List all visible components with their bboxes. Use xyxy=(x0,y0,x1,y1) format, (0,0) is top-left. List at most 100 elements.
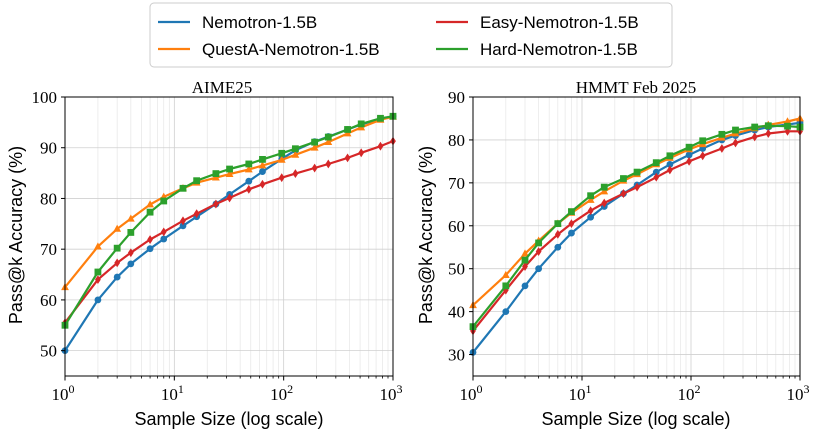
data-point xyxy=(278,173,285,183)
data-point xyxy=(586,195,595,203)
data-point xyxy=(377,141,384,151)
chart-title: AIME25 xyxy=(192,78,252,97)
series xyxy=(473,124,800,328)
series xyxy=(473,121,800,354)
series-markers xyxy=(62,136,396,328)
data-point xyxy=(325,159,332,169)
x-axis-label: Sample Size (log scale) xyxy=(134,409,323,429)
data-point xyxy=(554,243,562,251)
data-point xyxy=(244,165,253,173)
series-line xyxy=(65,115,393,352)
legend-label: Nemotron-1.5B xyxy=(202,13,317,32)
y-axis-label: Pass@k Accuracy (%) xyxy=(416,146,436,324)
data-point xyxy=(94,296,102,304)
data-point xyxy=(685,143,693,151)
data-point xyxy=(634,182,640,192)
data-point xyxy=(502,282,510,290)
data-point xyxy=(245,184,252,194)
series-line xyxy=(65,115,393,288)
data-point xyxy=(501,270,510,279)
data-point xyxy=(377,114,384,122)
series-line xyxy=(473,117,800,307)
series-line xyxy=(473,130,800,332)
series xyxy=(65,115,393,288)
data-point xyxy=(587,192,595,200)
y-tick-label: 30 xyxy=(448,346,465,365)
data-point xyxy=(685,151,693,159)
series-line xyxy=(65,140,393,324)
y-axis-label: Pass@k Accuracy (%) xyxy=(6,146,26,324)
y-tick-label: 80 xyxy=(448,131,465,150)
data-point xyxy=(502,308,510,316)
y-tick-label: 80 xyxy=(40,189,57,208)
legend-label: Easy-Nemotron-1.5B xyxy=(480,13,639,32)
data-point xyxy=(751,132,758,142)
legend-item: Easy-Nemotron-1.5B xyxy=(436,13,639,32)
data-point xyxy=(652,159,660,167)
data-point xyxy=(146,245,154,253)
data-point xyxy=(94,242,102,250)
x-tick-label: 101 xyxy=(569,382,592,404)
data-point xyxy=(94,268,102,276)
data-point xyxy=(620,175,627,182)
y-tick-label: 100 xyxy=(32,88,58,107)
data-point xyxy=(147,235,153,244)
data-point xyxy=(732,138,739,148)
chart-title: HMMT Feb 2025 xyxy=(576,78,697,97)
data-point xyxy=(291,145,299,153)
y-tick-label: 40 xyxy=(448,303,465,322)
data-point xyxy=(344,153,351,163)
data-point xyxy=(160,227,167,237)
data-point xyxy=(699,137,707,145)
data-point xyxy=(535,247,542,256)
data-point xyxy=(311,138,319,146)
y-tick-label: 50 xyxy=(448,260,465,279)
series xyxy=(65,115,393,352)
data-point xyxy=(751,123,759,131)
y-tick-label: 60 xyxy=(40,291,57,310)
data-point xyxy=(587,206,594,216)
data-point xyxy=(324,137,333,146)
legend-label: Hard-Nemotron-1.5B xyxy=(480,40,638,59)
data-point xyxy=(160,235,168,243)
data-point xyxy=(113,224,122,232)
data-point xyxy=(554,220,562,228)
data-point xyxy=(146,200,154,208)
data-point xyxy=(258,161,267,169)
data-point xyxy=(226,165,233,173)
data-point xyxy=(127,260,135,268)
data-point xyxy=(653,172,660,182)
chart-panel-hmmt: HMMT Feb 2025 30 40 50 60 70 80 90 100 101 102 103… xyxy=(416,78,810,429)
data-point xyxy=(666,165,673,175)
data-point xyxy=(718,130,726,138)
data-point xyxy=(568,219,575,229)
x-tick-label: 100 xyxy=(460,382,483,404)
data-point xyxy=(259,168,266,175)
x-tick-label: 103 xyxy=(380,382,403,404)
series xyxy=(473,130,800,332)
legend: Nemotron-1.5B QuestA-Nemotron-1.5B Easy-Ne… xyxy=(149,2,673,68)
x-tick-label: 103 xyxy=(787,382,810,404)
data-point xyxy=(310,143,319,151)
y-tick-label: 90 xyxy=(448,88,465,107)
data-point xyxy=(652,168,660,176)
data-point xyxy=(126,214,135,222)
plot-frame xyxy=(472,96,801,377)
x-tick-label: 100 xyxy=(52,382,75,404)
data-point xyxy=(213,199,219,209)
data-point xyxy=(521,256,529,264)
data-point xyxy=(600,187,609,195)
data-point xyxy=(95,275,101,285)
data-point xyxy=(358,148,365,158)
series-markers xyxy=(469,114,804,309)
data-point xyxy=(226,193,233,203)
data-point xyxy=(535,265,543,273)
data-point xyxy=(114,258,121,268)
series xyxy=(65,140,393,324)
data-point xyxy=(521,282,529,290)
x-tick-label: 101 xyxy=(161,382,184,404)
data-point xyxy=(764,122,772,130)
data-point xyxy=(179,184,187,192)
y-tick-label: 70 xyxy=(448,174,465,193)
